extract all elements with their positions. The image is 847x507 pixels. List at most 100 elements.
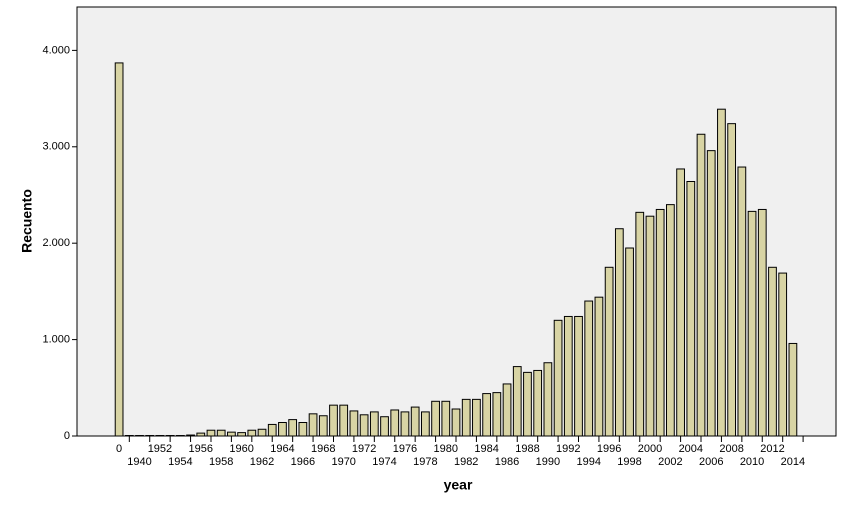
bar (604, 266, 614, 437)
x-tick-label: 1966 (291, 456, 315, 468)
y-tick-label: 0 (64, 430, 70, 442)
bar (359, 414, 369, 437)
bar (227, 431, 236, 437)
x-tick-label: 1996 (597, 443, 621, 455)
x-tick-label: 1968 (311, 443, 335, 455)
bar (594, 296, 604, 437)
bar (349, 410, 359, 437)
bar (717, 108, 726, 437)
bar (420, 411, 430, 437)
x-tick-label: 1988 (515, 443, 539, 455)
bar (584, 300, 594, 437)
bar (696, 133, 706, 437)
x-tick-label: 1982 (454, 456, 478, 468)
bar (666, 204, 675, 437)
x-tick-label: 1980 (434, 443, 458, 455)
bar (788, 342, 798, 437)
x-tick-label: 1978 (413, 456, 437, 468)
bar (369, 411, 379, 437)
bar (757, 208, 767, 437)
x-tick-label: 1940 (127, 456, 151, 468)
bar (747, 210, 757, 437)
bar (563, 315, 573, 437)
y-tick-label: 3.000 (42, 141, 70, 153)
x-tick-label: 1990 (536, 456, 560, 468)
bar (461, 398, 471, 437)
bar (706, 150, 716, 437)
bar (298, 422, 308, 437)
bar (502, 383, 512, 437)
x-tick-label: 1958 (209, 456, 233, 468)
x-tick-label: 1974 (372, 456, 396, 468)
x-tick-label: 1986 (495, 456, 519, 468)
x-tick-label: 1994 (576, 456, 600, 468)
bar (329, 404, 338, 437)
x-tick-label: 1976 (393, 443, 417, 455)
bar (267, 423, 277, 437)
bar (451, 408, 461, 437)
y-tick-label: 4.000 (42, 44, 70, 56)
bar (778, 272, 788, 437)
bar (247, 429, 257, 437)
bar (727, 123, 737, 437)
bar (768, 266, 777, 437)
bar (512, 366, 522, 437)
x-tick-label: 2006 (699, 456, 723, 468)
y-tick-label: 2.000 (42, 237, 70, 249)
bar (431, 400, 440, 437)
bar (278, 422, 287, 437)
x-tick-label: 1964 (270, 443, 294, 455)
x-tick-label: 1956 (189, 443, 213, 455)
bar (380, 416, 389, 437)
x-axis-title: year (444, 477, 473, 493)
x-tick-label: 1952 (148, 443, 172, 455)
x-tick-label: 0 (116, 443, 122, 455)
bar (482, 393, 492, 437)
bar (676, 168, 685, 437)
bar (206, 429, 216, 437)
bar (339, 404, 349, 437)
x-tick-label: 1992 (556, 443, 580, 455)
bar (257, 428, 267, 437)
bar (635, 211, 645, 437)
bar (318, 415, 328, 437)
bar (288, 419, 298, 437)
bar (686, 180, 696, 437)
bar (196, 432, 206, 437)
bar (237, 432, 246, 437)
x-tick-label: 2004 (679, 443, 703, 455)
bar (533, 369, 543, 437)
bar (625, 247, 634, 437)
y-axis-title: Recuento (19, 189, 35, 253)
bar (523, 371, 532, 437)
bar (543, 362, 553, 437)
bar (400, 411, 410, 437)
x-tick-label: 2014 (781, 456, 805, 468)
x-tick-label: 2002 (658, 456, 682, 468)
bar (492, 392, 502, 437)
bar (114, 62, 124, 437)
bar (655, 208, 665, 437)
bar (390, 409, 400, 437)
x-tick-label: 1962 (250, 456, 274, 468)
bar (614, 228, 624, 437)
x-tick-label: 1960 (229, 443, 253, 455)
x-tick-label: 1954 (168, 456, 192, 468)
x-tick-label: 1984 (474, 443, 498, 455)
bar (645, 215, 655, 437)
x-tick-label: 2000 (638, 443, 662, 455)
y-tick-label: 1.000 (42, 334, 70, 346)
bar (472, 398, 481, 437)
bar (553, 319, 563, 437)
x-tick-label: 1972 (352, 443, 376, 455)
x-tick-label: 2008 (719, 443, 743, 455)
x-tick-label: 2010 (740, 456, 764, 468)
bar (308, 413, 318, 437)
bar (441, 400, 451, 437)
bar (737, 166, 747, 437)
x-tick-label: 1998 (617, 456, 641, 468)
bar (216, 429, 226, 437)
x-tick-label: 2012 (760, 443, 784, 455)
bar (574, 315, 583, 437)
